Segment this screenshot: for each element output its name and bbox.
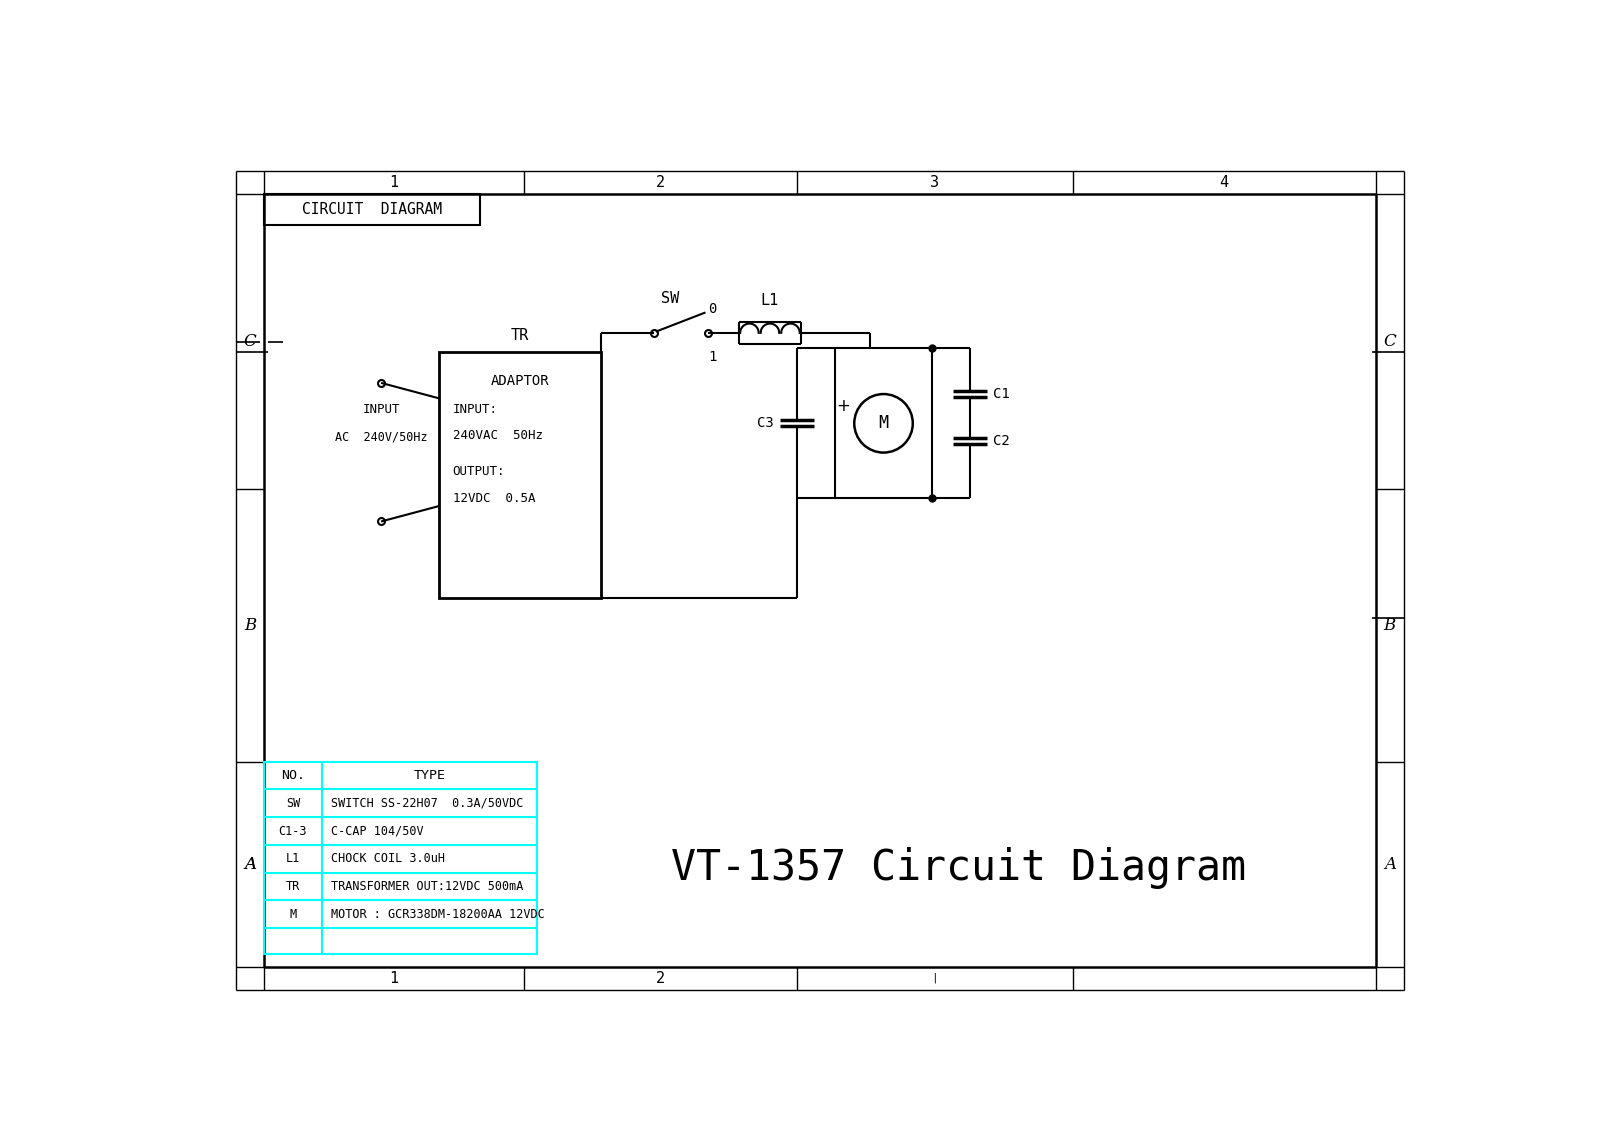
- Text: A: A: [1384, 856, 1395, 873]
- Text: SWITCH SS-22H07  0.3A/50VDC: SWITCH SS-22H07 0.3A/50VDC: [331, 797, 523, 810]
- Text: C: C: [243, 334, 256, 351]
- Text: CHOCK COIL 3.0uH: CHOCK COIL 3.0uH: [331, 853, 445, 865]
- Text: C3: C3: [757, 416, 774, 430]
- Text: B: B: [245, 616, 256, 634]
- Text: ADAPTOR: ADAPTOR: [490, 374, 549, 388]
- Text: C2: C2: [994, 434, 1010, 448]
- Text: TYPE: TYPE: [414, 769, 446, 783]
- Bar: [264, 762, 538, 955]
- Text: INPUT:: INPUT:: [453, 404, 498, 416]
- Text: M: M: [290, 908, 296, 921]
- Text: 4: 4: [1219, 175, 1229, 190]
- Text: C: C: [1384, 334, 1397, 351]
- Text: MOTOR : GCR338DM-18200AA 12VDC: MOTOR : GCR338DM-18200AA 12VDC: [331, 908, 544, 921]
- Text: C1: C1: [994, 387, 1010, 400]
- Text: OUTPUT:: OUTPUT:: [453, 465, 506, 478]
- Text: 240VAC  50Hz: 240VAC 50Hz: [453, 429, 542, 442]
- Text: A: A: [245, 856, 256, 873]
- Text: L1: L1: [286, 853, 301, 865]
- Text: TR: TR: [286, 880, 301, 893]
- Text: |: |: [931, 973, 938, 983]
- Bar: [438, 352, 600, 598]
- Text: TRANSFORMER OUT:12VDC 500mA: TRANSFORMER OUT:12VDC 500mA: [331, 880, 523, 893]
- Text: NO.: NO.: [282, 769, 306, 783]
- Text: +: +: [837, 397, 851, 415]
- Text: 3: 3: [930, 175, 939, 190]
- Text: 12VDC  0.5A: 12VDC 0.5A: [453, 492, 536, 504]
- Bar: [835, 348, 931, 499]
- Text: M: M: [878, 414, 888, 432]
- Text: A: A: [245, 856, 256, 873]
- Text: 2: 2: [656, 970, 664, 985]
- Text: VT-1357 Circuit Diagram: VT-1357 Circuit Diagram: [670, 847, 1246, 889]
- Text: 1: 1: [389, 970, 398, 985]
- Text: 2: 2: [656, 175, 664, 190]
- Bar: [264, 195, 480, 225]
- Text: C1-3: C1-3: [278, 824, 307, 838]
- Text: 1: 1: [709, 349, 717, 364]
- Text: 1: 1: [389, 175, 398, 190]
- Text: 0: 0: [709, 302, 717, 316]
- Text: SW: SW: [286, 797, 301, 810]
- Text: AC  240V/50Hz: AC 240V/50Hz: [334, 430, 427, 443]
- Text: INPUT: INPUT: [362, 404, 400, 416]
- Text: SW: SW: [661, 291, 678, 305]
- Text: L1: L1: [762, 293, 779, 309]
- Text: TR: TR: [510, 328, 530, 343]
- Text: B: B: [1384, 616, 1395, 634]
- Text: C-CAP 104/50V: C-CAP 104/50V: [331, 824, 424, 838]
- Text: CIRCUIT  DIAGRAM: CIRCUIT DIAGRAM: [302, 202, 442, 217]
